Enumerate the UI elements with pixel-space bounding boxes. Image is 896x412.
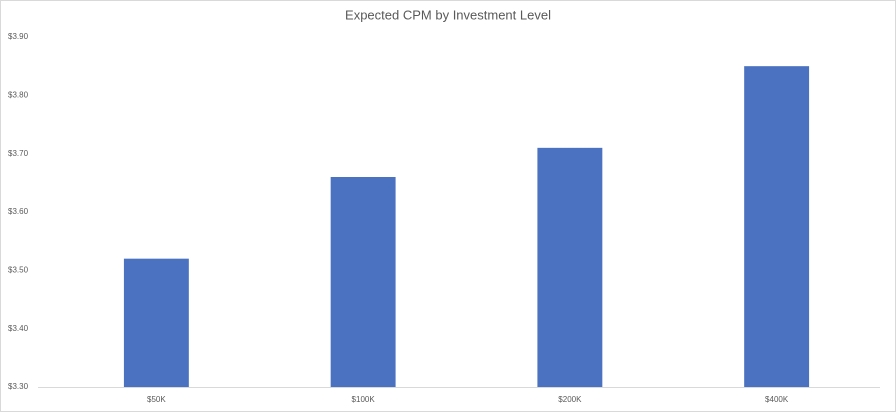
- bar: [123, 258, 189, 387]
- y-tick-label: $3.90: [8, 32, 29, 41]
- bar: [537, 147, 603, 387]
- x-tick-label: $400K: [765, 395, 789, 404]
- bar: [330, 177, 396, 387]
- x-tick-label: $50K: [147, 395, 166, 404]
- bar: [744, 66, 810, 388]
- y-tick-label: $3.60: [8, 207, 29, 216]
- y-tick-label: $3.30: [8, 382, 29, 391]
- y-tick-label: $3.50: [8, 265, 29, 274]
- chart-title: Expected CPM by Investment Level: [345, 7, 551, 22]
- y-tick-label: $3.40: [8, 324, 29, 333]
- x-tick-label: $100K: [352, 395, 376, 404]
- y-tick-label: $3.70: [8, 149, 29, 158]
- y-tick-label: $3.80: [8, 90, 29, 99]
- x-tick-label: $200K: [558, 395, 582, 404]
